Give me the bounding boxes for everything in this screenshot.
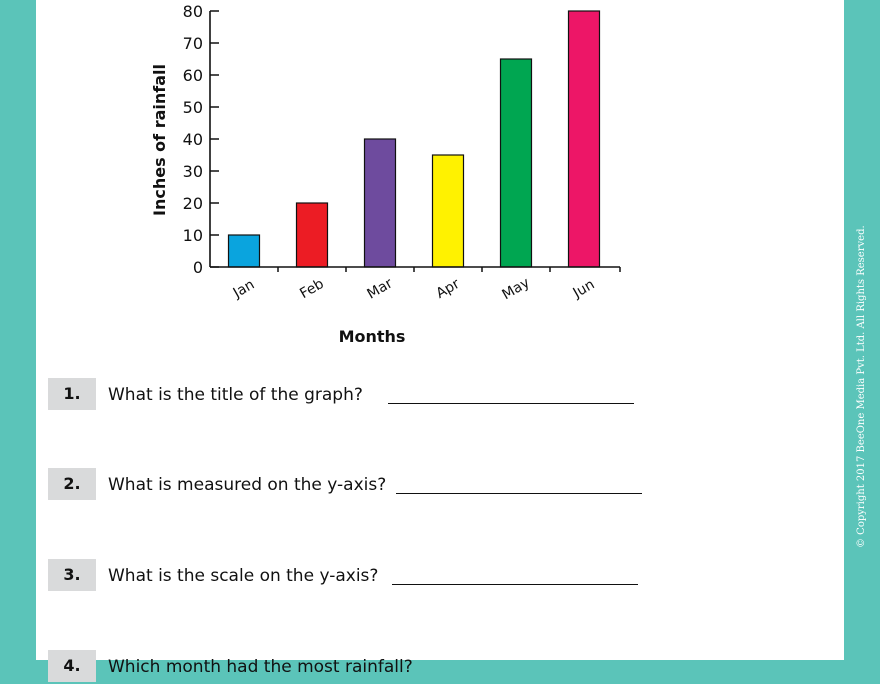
y-tick-label: 30 xyxy=(183,162,203,181)
y-tick-label: 80 xyxy=(183,2,203,21)
x-tick-label: Mar xyxy=(365,275,396,302)
y-axis-label: Inches of rainfall xyxy=(150,64,169,216)
bar-may xyxy=(499,58,533,268)
rainfall-bar-chart: Jan Feb Mar Apr May Jun 0 10 20 30 40 50 60 70 80 Inch… xyxy=(150,2,621,346)
bar-mar xyxy=(363,138,397,268)
bar-jun xyxy=(567,10,601,268)
x-axis-label: Months xyxy=(339,327,406,346)
question-2: 2. What is measured on the y-axis? xyxy=(48,468,668,500)
question-3: 3. What is the scale on the y-axis? xyxy=(48,559,668,591)
question-number: 1. xyxy=(48,378,96,410)
x-tick-label: Apr xyxy=(434,276,463,302)
bar-jan xyxy=(227,234,261,268)
question-1: 1. What is the title of the graph? xyxy=(48,378,668,410)
question-number: 3. xyxy=(48,559,96,591)
answer-line[interactable] xyxy=(392,584,638,585)
y-tick-label: 50 xyxy=(183,98,203,117)
bar-feb xyxy=(295,202,329,268)
y-tick-label: 70 xyxy=(183,34,203,53)
worksheet-page xyxy=(36,0,844,660)
question-number: 4. xyxy=(48,650,96,682)
x-tick-label: Feb xyxy=(297,276,327,302)
question-text: Which month had the most rainfall? xyxy=(108,657,413,677)
y-tick-label: 20 xyxy=(183,194,203,213)
right-border-strip xyxy=(844,0,880,660)
bar-apr xyxy=(431,154,465,268)
y-tick-label: 0 xyxy=(193,258,203,277)
question-number: 2. xyxy=(48,468,96,500)
answer-line[interactable] xyxy=(396,493,642,494)
y-tick-label: 40 xyxy=(183,130,203,149)
question-text: What is the title of the graph? xyxy=(108,385,363,405)
x-tick-label: Jun xyxy=(570,277,598,302)
y-tick-label: 10 xyxy=(183,226,203,245)
y-tick-label: 60 xyxy=(183,66,203,85)
question-text: What is the scale on the y-axis? xyxy=(108,566,379,586)
question-4: 4. Which month had the most rainfall? xyxy=(48,650,668,682)
question-text: What is measured on the y-axis? xyxy=(108,475,387,495)
x-tick-label: May xyxy=(499,275,532,303)
answer-line[interactable] xyxy=(388,403,634,404)
x-tick-label: Jan xyxy=(230,277,258,302)
